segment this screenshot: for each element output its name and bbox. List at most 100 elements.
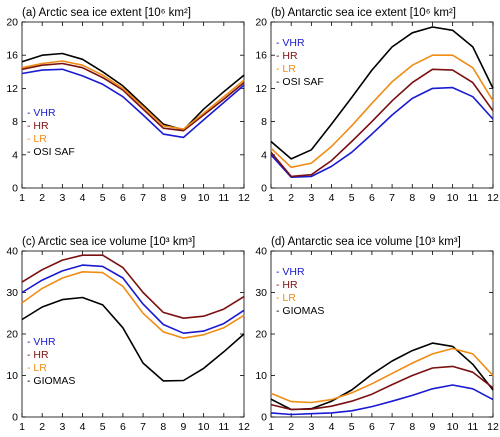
x-tick-label: 1 [268,421,274,433]
legend-label: LR [282,63,296,75]
y-tick-label: 20 [6,329,18,341]
panel-4: (d) Antarctic sea ice volume [10³ km³]01… [255,236,499,433]
x-tick-label: 2 [288,421,294,433]
legend-entry: - HR [276,50,298,62]
legend-dash: - [276,63,282,75]
legend-dash: - [27,133,33,145]
y-tick-label: 16 [6,50,18,62]
x-tick-label: 6 [120,421,126,433]
legend-entry: - OSI SAF [27,146,75,158]
y-tick-label: 10 [6,370,18,382]
y-tick-label: 12 [6,83,18,95]
y-tick-label: 30 [6,287,18,299]
series-line-vhr [270,384,494,416]
legend-dash: - [27,146,33,158]
legend-dash: - [27,336,33,348]
y-tick-label: 30 [255,287,267,299]
x-tick-label: 9 [430,192,436,204]
legend-label: VHR [282,37,305,49]
legend-dash: - [27,349,33,361]
plot-frame [21,21,245,189]
panel-title: (d) Antarctic sea ice volume [10³ km³] [271,236,461,248]
legend-dash: - [276,279,282,291]
x-tick-label: 3 [308,192,314,204]
legend-entry: - LR [276,292,296,304]
x-tick-label: 8 [160,192,166,204]
legend-entry: - VHR [276,37,305,49]
series-line-osi-saf [270,26,494,160]
y-tick-label: 20 [255,17,267,29]
x-tick-label: 4 [80,192,86,204]
legend-entry: - HR [27,349,49,361]
x-tick-label: 11 [467,192,478,204]
plot-frame [270,21,494,189]
x-tick-label: 9 [181,421,187,433]
series-line-giomas [21,296,245,382]
panel-3: (c) Arctic sea ice volume [10³ km³] 0 10 20… [6,236,250,433]
x-tick-label: 4 [329,421,335,433]
series-line-lr [21,270,245,339]
legend-dash: - [276,50,282,62]
y-tick-label: 40 [6,246,18,258]
x-tick-label: 11 [218,192,229,204]
panel-title: (c) Arctic sea ice volume [10³ km³] [22,236,195,248]
x-tick-label: 6 [120,192,126,204]
x-tick-label: 11 [218,421,229,433]
panel-1: (a) Arctic sea ice extent [10⁶ km²]04812… [6,7,250,204]
x-tick-label: 12 [487,192,499,204]
y-tick-label: 4 [12,149,18,161]
legend-label: HR [33,120,49,132]
legend-label: VHR [282,266,305,278]
x-tick-label: 8 [160,421,166,433]
legend-dash: - [276,292,282,304]
series-line-vhr [270,86,494,178]
legend-dash: - [27,120,33,132]
x-tick-label: 5 [100,192,106,204]
series-line-hr [270,365,494,411]
x-tick-label: 9 [430,421,436,433]
y-tick-label: 12 [255,83,267,95]
x-tick-label: 10 [447,421,459,433]
legend-label: OSI SAF [282,76,323,88]
x-tick-label: 6 [369,421,375,433]
legend-label: LR [33,362,47,374]
legend-entry: - LR [276,63,296,75]
legend-label: OSI SAF [33,146,74,158]
series-line-lr [270,54,494,169]
y-tick-label: 8 [261,116,267,128]
series-line-hr [270,68,494,178]
series-line-osi-saf [21,52,245,131]
series-line-vhr [21,264,245,335]
x-tick-label: 1 [268,192,274,204]
panel-title: (b) Antarctic sea ice extent [10⁶ km²] [271,7,456,19]
x-tick-label: 8 [409,421,415,433]
x-tick-label: 7 [389,421,395,433]
x-tick-label: 7 [140,192,146,204]
y-tick-label: 20 [255,329,267,341]
x-tick-label: 2 [39,192,45,204]
x-tick-label: 2 [39,421,45,433]
legend-label: VHR [33,107,56,119]
legend-dash: - [27,362,33,374]
y-tick-label: 0 [12,412,18,424]
legend-dash: - [276,305,282,317]
series-line-hr [21,62,245,132]
legend-entry: - GIOMAS [27,375,75,387]
x-tick-label: 8 [409,192,415,204]
legend-dash: - [276,266,282,278]
legend-label: LR [33,133,47,145]
x-tick-label: 1 [19,421,25,433]
x-tick-label: 5 [349,192,355,204]
legend-dash: - [276,76,282,88]
legend-dash: - [27,375,33,387]
legend-entry: - VHR [27,107,56,119]
x-tick-label: 10 [198,192,210,204]
legend-label: VHR [33,336,56,348]
x-tick-label: 4 [329,192,335,204]
legend-dash: - [276,37,282,49]
legend-entry: - HR [276,279,298,291]
y-tick-label: 10 [255,370,267,382]
x-tick-label: 7 [389,192,395,204]
series-line-hr [21,254,245,320]
